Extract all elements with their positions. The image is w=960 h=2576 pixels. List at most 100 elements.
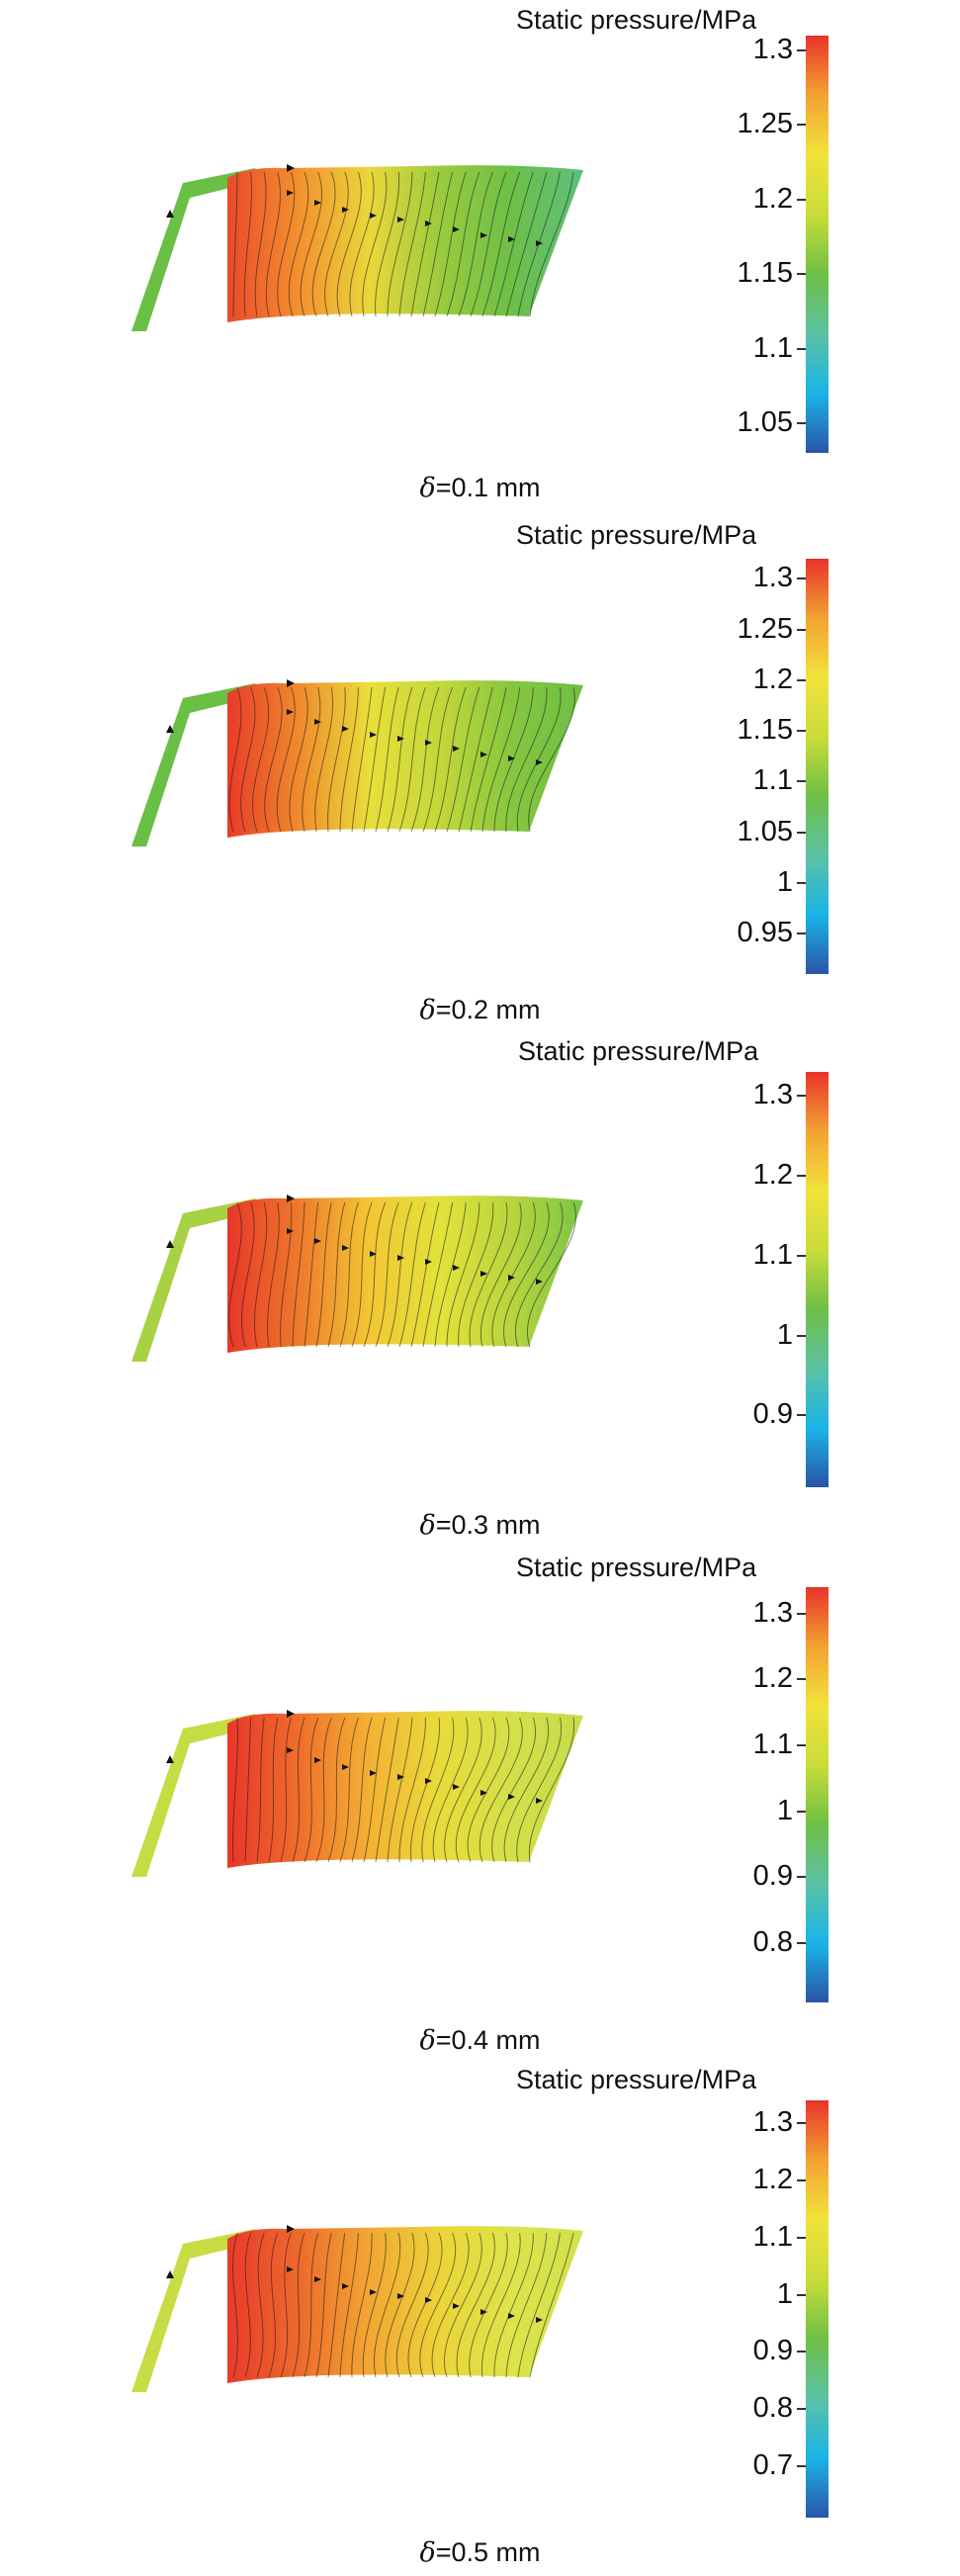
flow-arrow: [314, 719, 321, 725]
streamline: [232, 1717, 238, 1863]
flow-arrow: [480, 752, 487, 757]
flow-arrow: [370, 213, 377, 219]
colorbar-tick-mark: [797, 730, 806, 733]
streamline: [351, 1201, 373, 1348]
streamline: [434, 686, 467, 833]
streamline: [446, 686, 480, 833]
flow-arrow: [342, 207, 349, 213]
colorbar: [806, 2100, 829, 2518]
streamline: [410, 171, 440, 317]
streamline: [527, 1201, 576, 1348]
colorbar-tick-label: 1.2: [752, 1159, 793, 1191]
flow-channel: [227, 165, 583, 322]
colorbar-tick-label: 1: [776, 1794, 793, 1826]
flow-arrow: [397, 217, 404, 222]
streamlines: [228, 1201, 576, 1348]
streamline: [479, 1717, 523, 1863]
colorbar-tick-label: 0.9: [752, 1398, 793, 1431]
streamline: [407, 2232, 443, 2378]
caption: δ=0.3 mm: [0, 1510, 960, 1541]
colorbar-tick-label: 1.3: [752, 1079, 793, 1111]
colorbar-tick-label: 1.2: [752, 663, 793, 695]
flow-arrow: [480, 2309, 487, 2315]
flow-arrow: [287, 1747, 294, 1753]
colorbar-tick-mark: [797, 1744, 806, 1746]
colorbar-tick-mark: [797, 780, 806, 783]
flow-arrow: [370, 2289, 377, 2295]
flow-arrow: [166, 210, 174, 218]
flow-arrow: [287, 679, 295, 687]
colorbar: [806, 36, 829, 453]
streamline: [339, 686, 359, 833]
streamline: [277, 171, 296, 317]
colorbar-tick-mark: [797, 49, 806, 52]
streamline: [458, 171, 493, 317]
streamline: [419, 2232, 457, 2378]
colorbar: [806, 1587, 829, 2002]
colorbar-tick-label: 1.3: [752, 2106, 793, 2139]
streamline: [315, 1201, 332, 1348]
flow-arrow: [536, 759, 543, 765]
streamline: [375, 1717, 399, 1863]
flow-arrows: [166, 164, 543, 246]
streamline: [480, 2232, 521, 2378]
streamline: [336, 171, 362, 317]
streamline: [395, 2232, 429, 2378]
streamline: [481, 686, 521, 833]
colorbar-tick-label: 1.1: [752, 764, 793, 797]
flow-arrow: [425, 221, 432, 226]
streamline: [241, 1201, 255, 1348]
flow-arrows: [166, 2225, 543, 2323]
streamline: [292, 1717, 305, 1863]
flow-arrow: [397, 1774, 404, 1780]
streamline: [265, 171, 281, 317]
flow-channel: [227, 680, 583, 838]
flow-channel: [227, 2226, 583, 2383]
flow-arrow: [453, 2303, 460, 2309]
flow-arrow: [508, 236, 515, 242]
flow-channel: [227, 1196, 583, 1353]
flow-arrow: [287, 709, 294, 715]
flow-arrow: [397, 1255, 404, 1261]
flow-arrows: [166, 1195, 543, 1285]
flow-arrow: [370, 1251, 377, 1257]
colorbar-tick-mark: [797, 347, 806, 350]
streamline: [455, 1717, 496, 1863]
flow-arrow: [342, 726, 349, 732]
pressure-field-plot: [131, 1710, 583, 1877]
flow-arrow: [425, 1778, 432, 1784]
streamline: [387, 686, 413, 833]
streamline: [244, 2232, 252, 2378]
streamline: [444, 1717, 482, 1863]
flow-arrow: [508, 1794, 515, 1800]
colorbar-tick-mark: [797, 124, 806, 127]
colorbar-tick-label: 1.2: [752, 182, 793, 215]
streamline: [323, 171, 349, 317]
pressure-field-plot: [131, 679, 583, 846]
pressure-field-plot: [131, 164, 583, 331]
colorbar-tick-mark: [797, 273, 806, 276]
colorbar-tick-mark: [797, 1414, 806, 1417]
streamline: [398, 686, 426, 833]
streamline: [268, 1717, 279, 1863]
streamline: [304, 1201, 319, 1348]
colorbar-tick-mark: [797, 1678, 806, 1681]
streamline: [481, 171, 521, 317]
colorbar: [806, 1072, 829, 1487]
streamline: [422, 1201, 454, 1348]
streamline: [446, 1201, 480, 1348]
streamline: [292, 1201, 305, 1348]
flow-arrow: [166, 1240, 174, 1248]
colorbar-tick-label: 0.9: [752, 1860, 793, 1893]
streamline: [253, 1201, 268, 1348]
colorbar-tick-mark: [797, 577, 806, 580]
streamline: [434, 1201, 467, 1348]
colorbar-tick-mark: [797, 2293, 806, 2296]
flow-arrow: [453, 1784, 460, 1790]
colorbar-tick-label: 1.1: [752, 1238, 793, 1271]
colorbar-title: Static pressure/MPa: [518, 1036, 759, 1066]
streamline: [528, 686, 575, 833]
flow-arrow: [536, 1279, 543, 1285]
colorbar-title: Static pressure/MPa: [516, 520, 757, 550]
flow-arrow: [508, 2313, 515, 2319]
